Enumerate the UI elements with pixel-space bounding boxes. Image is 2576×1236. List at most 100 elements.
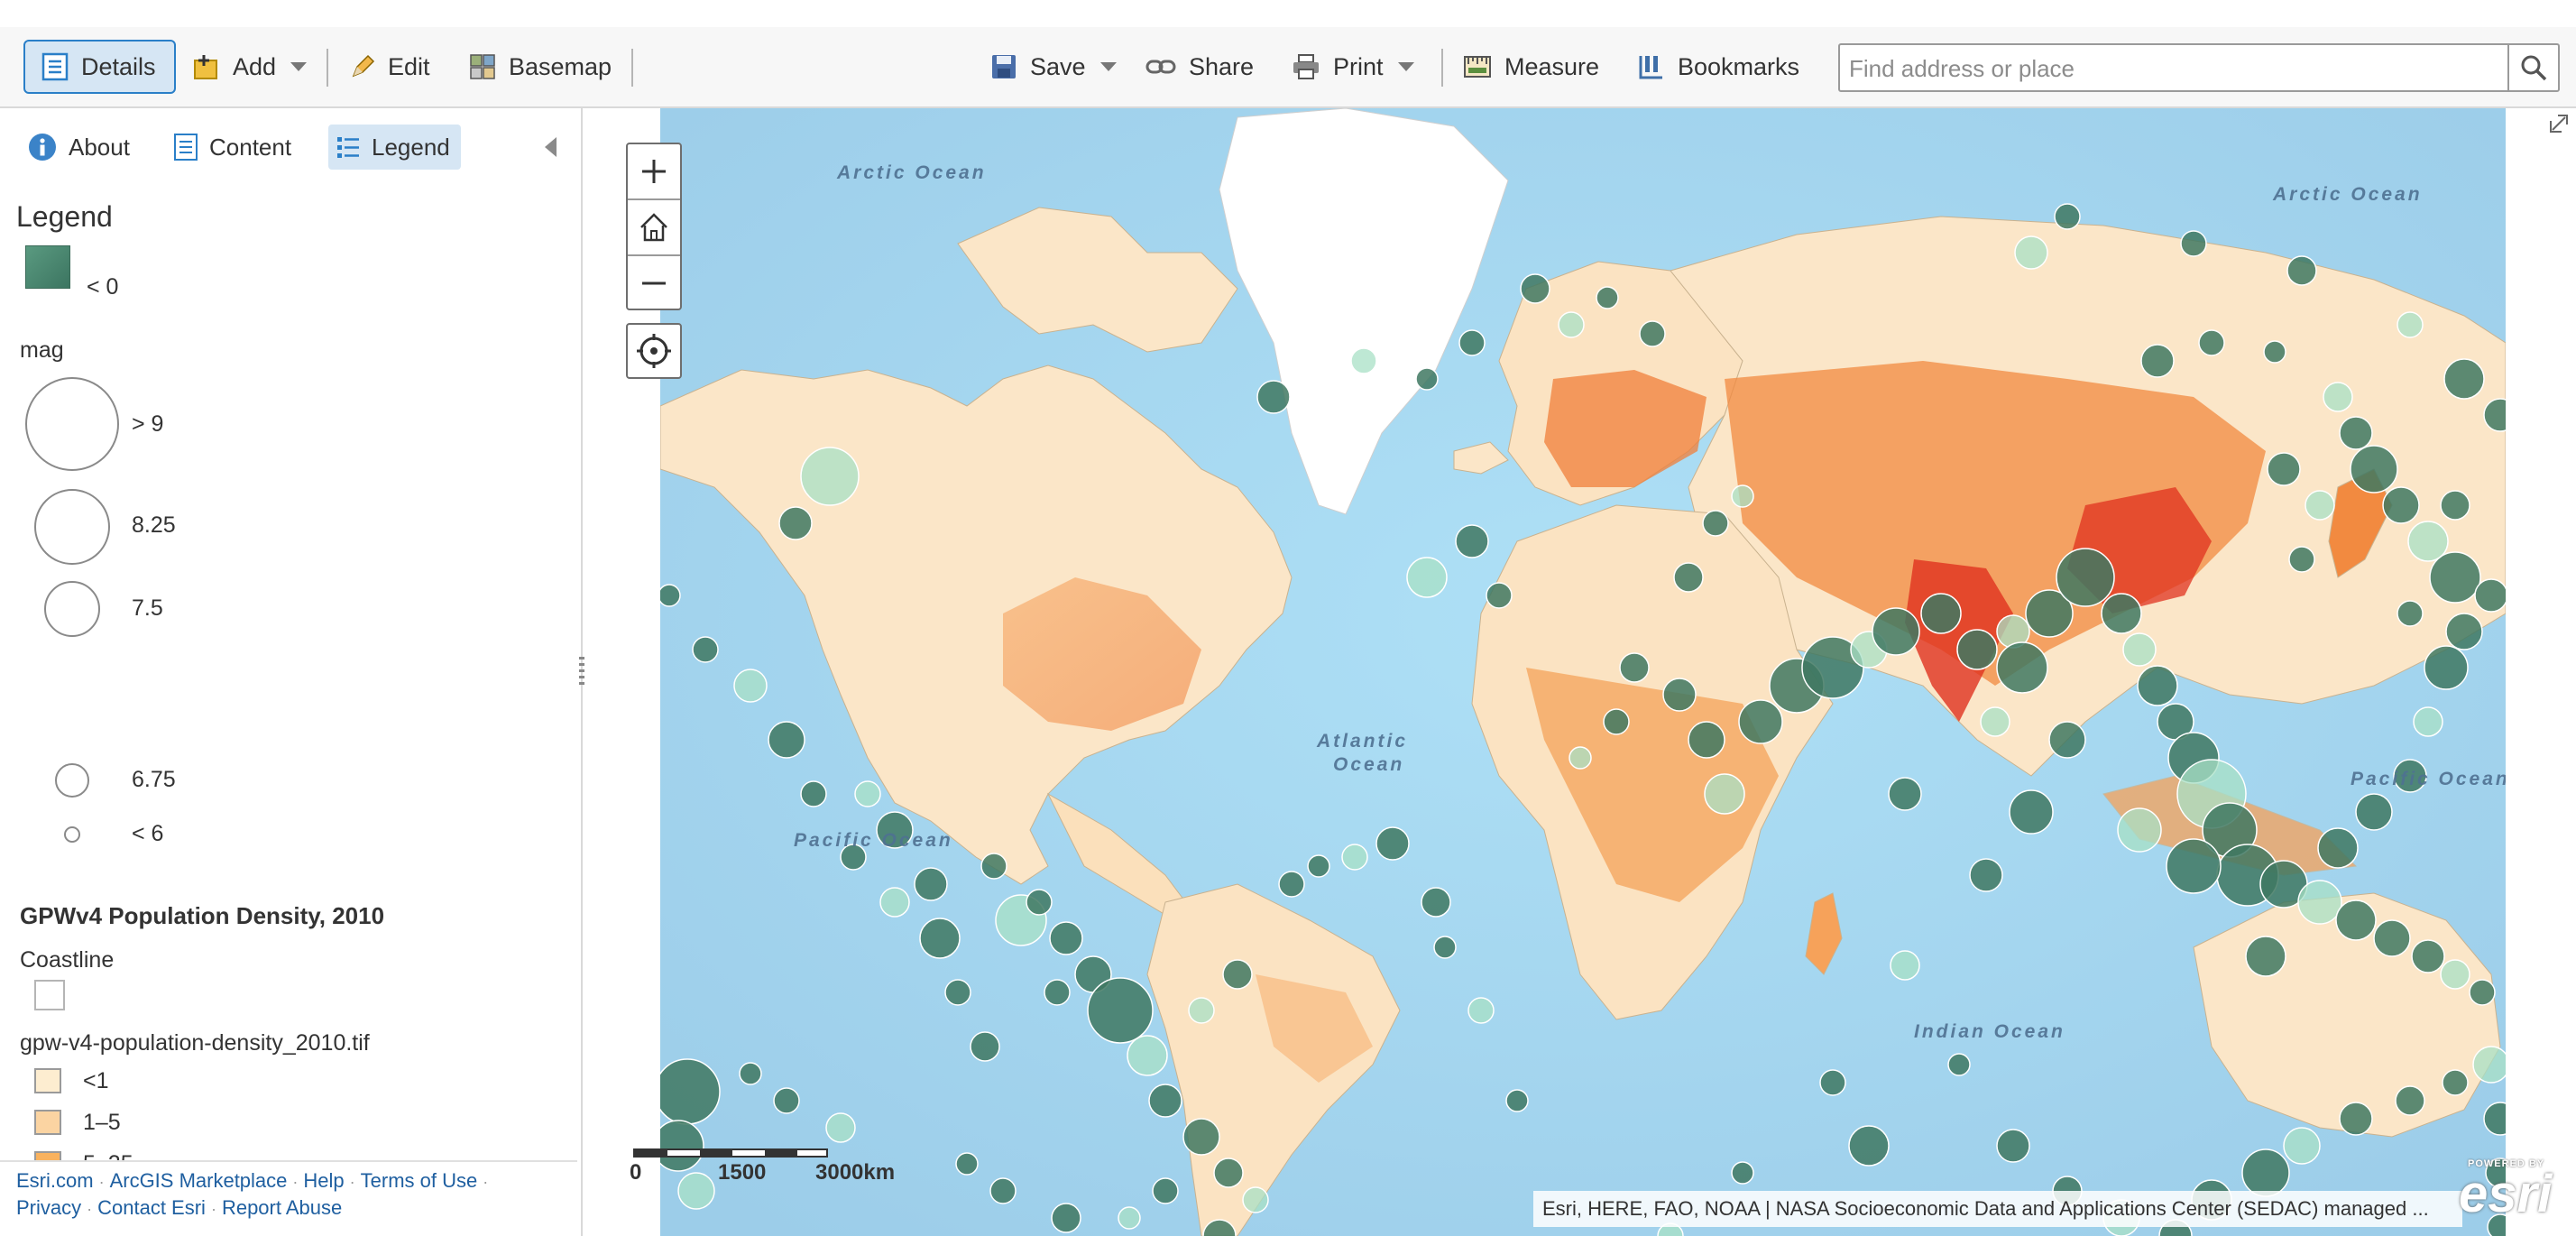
- earthquake-symbol[interactable]: [944, 979, 971, 1006]
- earthquake-symbol[interactable]: [2424, 645, 2469, 690]
- earthquake-symbol[interactable]: [1980, 706, 2010, 737]
- earthquake-symbol[interactable]: [1969, 858, 2003, 892]
- earthquake-symbol[interactable]: [2117, 807, 2162, 853]
- earthquake-symbol[interactable]: [1920, 593, 1962, 634]
- earthquake-symbol[interactable]: [1467, 997, 1495, 1024]
- earthquake-symbol[interactable]: [2440, 959, 2470, 990]
- earthquake-symbol[interactable]: [2350, 445, 2398, 493]
- earthquake-symbol[interactable]: [2267, 452, 2301, 486]
- earthquake-symbol[interactable]: [1956, 629, 1998, 670]
- earthquake-symbol[interactable]: [2317, 827, 2359, 869]
- earthquake-symbol[interactable]: [2137, 665, 2178, 706]
- earthquake-symbol[interactable]: [2442, 1069, 2469, 1096]
- earthquake-symbol[interactable]: [2054, 203, 2081, 230]
- home-button[interactable]: [628, 200, 680, 254]
- earthquake-symbol[interactable]: [2140, 344, 2175, 378]
- earthquake-symbol[interactable]: [2429, 551, 2481, 604]
- search-input[interactable]: [1840, 45, 2518, 92]
- earthquake-symbol[interactable]: [2373, 919, 2411, 957]
- earthquake-symbol[interactable]: [2382, 486, 2420, 524]
- collapse-panel-icon[interactable]: [545, 137, 557, 157]
- earthquake-symbol[interactable]: [1505, 1089, 1529, 1112]
- earthquake-symbol[interactable]: [1603, 708, 1630, 735]
- earthquake-symbol[interactable]: [2056, 548, 2115, 607]
- map-attribution[interactable]: Esri, HERE, FAO, NOAA | NASA Socioeconom…: [1533, 1191, 2462, 1227]
- earthquake-symbol[interactable]: [1182, 1118, 1220, 1156]
- earthquake-symbol[interactable]: [2025, 589, 2074, 638]
- earthquake-symbol[interactable]: [1996, 641, 2048, 694]
- footer-link-help[interactable]: Help: [303, 1169, 345, 1192]
- earthquake-symbol[interactable]: [2474, 578, 2506, 613]
- earthquake-symbol[interactable]: [2487, 1213, 2506, 1236]
- earthquake-symbol[interactable]: [2009, 789, 2054, 835]
- earthquake-symbol[interactable]: [1890, 950, 1920, 981]
- earthquake-symbol[interactable]: [2335, 899, 2377, 941]
- esri-logo[interactable]: esri: [2459, 1165, 2553, 1223]
- earthquake-symbol[interactable]: [800, 447, 860, 506]
- earthquake-symbol[interactable]: [1486, 582, 1513, 609]
- earthquake-symbol[interactable]: [1148, 1084, 1182, 1118]
- earthquake-symbol[interactable]: [2339, 1102, 2373, 1136]
- earthquake-symbol[interactable]: [1569, 746, 1592, 770]
- earthquake-symbol[interactable]: [1213, 1158, 1244, 1188]
- measure-button[interactable]: Measure: [1463, 40, 1599, 94]
- earthquake-symbol[interactable]: [989, 1177, 1017, 1204]
- earthquake-symbol[interactable]: [1433, 936, 1457, 959]
- earthquake-layer[interactable]: [660, 203, 2506, 1236]
- earthquake-symbol[interactable]: [2323, 382, 2353, 412]
- tab-about[interactable]: About: [27, 125, 130, 170]
- earthquake-symbol[interactable]: [1118, 1206, 1141, 1230]
- earthquake-symbol[interactable]: [1688, 721, 1725, 759]
- earthquake-symbol[interactable]: [879, 887, 910, 918]
- tab-legend[interactable]: Legend: [328, 125, 461, 170]
- earthquake-symbol[interactable]: [854, 780, 881, 807]
- earthquake-symbol[interactable]: [692, 636, 719, 663]
- earthquake-symbol[interactable]: [1222, 959, 1253, 990]
- earthquake-symbol[interactable]: [1996, 1129, 2030, 1163]
- legend-scroll-area[interactable]: About Content Legend Legend < 0 mag > 9 …: [0, 108, 577, 1160]
- earthquake-symbol[interactable]: [1888, 777, 1922, 811]
- footer-link-privacy[interactable]: Privacy: [16, 1196, 82, 1219]
- earthquake-symbol[interactable]: [660, 1120, 704, 1172]
- tab-content[interactable]: Content: [173, 125, 291, 170]
- earthquake-symbol[interactable]: [876, 811, 914, 849]
- earthquake-symbol[interactable]: [1738, 699, 1783, 744]
- footer-link-marketplace[interactable]: ArcGIS Marketplace: [109, 1169, 288, 1192]
- earthquake-symbol[interactable]: [1520, 273, 1550, 304]
- earthquake-symbol[interactable]: [1415, 367, 1439, 391]
- earthquake-symbol[interactable]: [1819, 1069, 1846, 1096]
- earthquake-symbol[interactable]: [2198, 329, 2225, 356]
- earthquake-symbol[interactable]: [1848, 1125, 1890, 1167]
- earthquake-symbol[interactable]: [1375, 826, 1410, 861]
- earthquake-symbol[interactable]: [2180, 230, 2207, 257]
- expand-map-icon[interactable]: [2549, 112, 2571, 134]
- earthquake-symbol[interactable]: [1188, 997, 1215, 1024]
- earthquake-symbol[interactable]: [2339, 416, 2373, 450]
- earthquake-symbol[interactable]: [2305, 490, 2335, 521]
- earthquake-symbol[interactable]: [1619, 652, 1650, 683]
- zoom-out-button[interactable]: [628, 256, 680, 310]
- earthquake-symbol[interactable]: [2286, 255, 2317, 286]
- earthquake-symbol[interactable]: [1731, 1161, 1754, 1185]
- details-button[interactable]: Details: [23, 40, 176, 94]
- earthquake-symbol[interactable]: [1558, 311, 1585, 338]
- earthquake-symbol[interactable]: [1026, 889, 1053, 916]
- earthquake-symbol[interactable]: [2241, 1148, 2290, 1197]
- footer-link-esri[interactable]: Esri.com: [16, 1169, 94, 1192]
- earthquake-symbol[interactable]: [2283, 1127, 2321, 1165]
- earthquake-symbol[interactable]: [1947, 1053, 1971, 1076]
- bookmarks-button[interactable]: Bookmarks: [1638, 40, 1799, 94]
- earthquake-symbol[interactable]: [2485, 1158, 2506, 1188]
- earthquake-symbol[interactable]: [1702, 510, 1729, 537]
- save-button[interactable]: Save: [990, 40, 1117, 94]
- earthquake-symbol[interactable]: [1087, 977, 1154, 1044]
- earthquake-symbol[interactable]: [739, 1062, 762, 1085]
- earthquake-symbol[interactable]: [773, 1087, 800, 1114]
- search-button[interactable]: [2507, 45, 2558, 90]
- earthquake-symbol[interactable]: [2413, 706, 2443, 737]
- earthquake-symbol[interactable]: [2397, 600, 2424, 627]
- earthquake-symbol[interactable]: [2469, 979, 2496, 1006]
- earthquake-symbol[interactable]: [2297, 880, 2342, 925]
- earthquake-symbol[interactable]: [2483, 1102, 2506, 1136]
- earthquake-symbol[interactable]: [1051, 1203, 1081, 1233]
